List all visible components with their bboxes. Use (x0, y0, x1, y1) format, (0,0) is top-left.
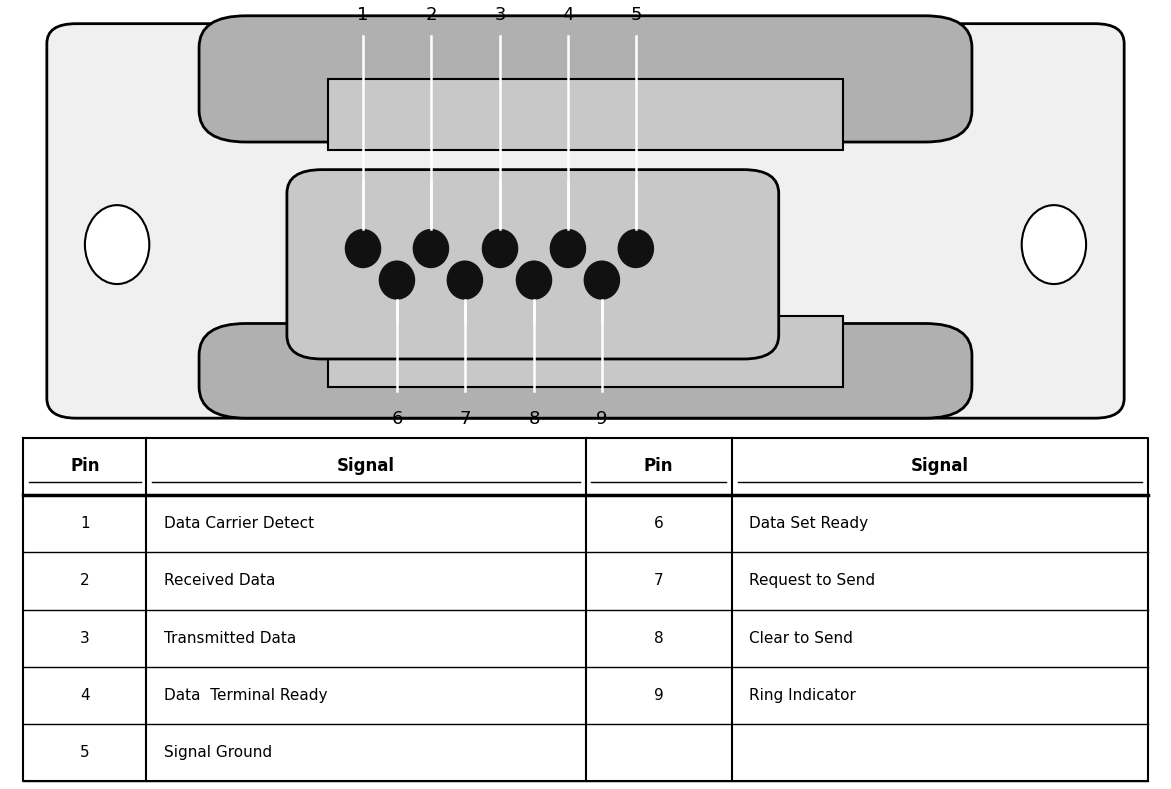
Text: 7: 7 (459, 410, 471, 428)
Text: Data Carrier Detect: Data Carrier Detect (164, 516, 314, 531)
Ellipse shape (413, 230, 448, 267)
FancyBboxPatch shape (199, 323, 972, 418)
Text: Signal: Signal (337, 458, 395, 476)
Ellipse shape (1021, 205, 1087, 284)
Text: Pin: Pin (70, 458, 100, 476)
Text: 6: 6 (653, 516, 664, 531)
Ellipse shape (618, 230, 653, 267)
Text: 3: 3 (80, 630, 90, 645)
Text: 9: 9 (653, 688, 664, 703)
Ellipse shape (584, 261, 619, 299)
Text: Received Data: Received Data (164, 574, 275, 589)
Bar (328, 316, 843, 387)
FancyBboxPatch shape (287, 170, 779, 359)
Ellipse shape (482, 230, 518, 267)
FancyBboxPatch shape (47, 24, 1124, 418)
Bar (328, 79, 843, 150)
Text: 2: 2 (80, 574, 90, 589)
Text: Signal Ground: Signal Ground (164, 745, 272, 760)
Text: 8: 8 (653, 630, 664, 645)
Text: 8: 8 (528, 410, 540, 428)
Text: 7: 7 (653, 574, 664, 589)
Text: Request to Send: Request to Send (749, 574, 876, 589)
Ellipse shape (85, 205, 150, 284)
Text: 1: 1 (357, 6, 369, 24)
Ellipse shape (345, 230, 381, 267)
Text: Transmitted Data: Transmitted Data (164, 630, 296, 645)
Text: Ring Indicator: Ring Indicator (749, 688, 856, 703)
Text: Clear to Send: Clear to Send (749, 630, 854, 645)
Ellipse shape (447, 261, 482, 299)
Text: Data Set Ready: Data Set Ready (749, 516, 869, 531)
Ellipse shape (516, 261, 552, 299)
Text: 4: 4 (562, 6, 574, 24)
Text: 5: 5 (630, 6, 642, 24)
Text: 4: 4 (80, 688, 90, 703)
Text: 2: 2 (425, 6, 437, 24)
Text: 1: 1 (80, 516, 90, 531)
Text: 3: 3 (494, 6, 506, 24)
Ellipse shape (550, 230, 586, 267)
Text: Signal: Signal (911, 458, 968, 476)
Text: 6: 6 (391, 410, 403, 428)
Text: 9: 9 (596, 410, 608, 428)
Ellipse shape (379, 261, 415, 299)
Text: Data  Terminal Ready: Data Terminal Ready (164, 688, 328, 703)
Text: Pin: Pin (644, 458, 673, 476)
Text: 5: 5 (80, 745, 90, 760)
FancyBboxPatch shape (199, 16, 972, 142)
